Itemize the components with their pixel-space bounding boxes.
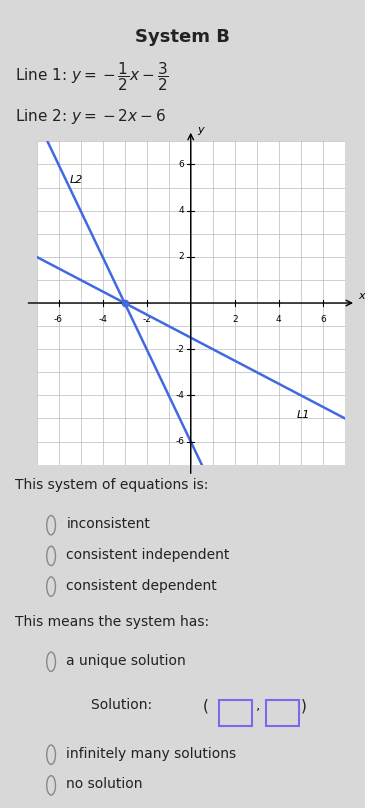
Text: ): ) bbox=[301, 698, 307, 713]
Text: consistent dependent: consistent dependent bbox=[66, 579, 217, 592]
Text: -4: -4 bbox=[98, 314, 107, 323]
Text: 4: 4 bbox=[178, 206, 184, 215]
Text: Line 2: $y=-2x-6$: Line 2: $y=-2x-6$ bbox=[15, 107, 166, 126]
Text: -4: -4 bbox=[175, 391, 184, 400]
Text: a unique solution: a unique solution bbox=[66, 654, 186, 667]
Text: This means the system has:: This means the system has: bbox=[15, 615, 209, 629]
Text: -6: -6 bbox=[175, 437, 184, 446]
Text: 6: 6 bbox=[178, 160, 184, 169]
Text: 4: 4 bbox=[276, 314, 282, 323]
Text: Line 1: $y=-\dfrac{1}{2}x-\dfrac{3}{2}$: Line 1: $y=-\dfrac{1}{2}x-\dfrac{3}{2}$ bbox=[15, 61, 168, 94]
Text: ,: , bbox=[255, 698, 260, 712]
Text: 2: 2 bbox=[232, 314, 238, 323]
Text: 2: 2 bbox=[178, 252, 184, 261]
Text: L1: L1 bbox=[296, 410, 310, 420]
Text: x: x bbox=[358, 291, 365, 301]
Text: inconsistent: inconsistent bbox=[66, 517, 150, 531]
Text: 6: 6 bbox=[320, 314, 326, 323]
Text: -6: -6 bbox=[54, 314, 63, 323]
Text: consistent independent: consistent independent bbox=[66, 548, 230, 562]
Text: no solution: no solution bbox=[66, 777, 143, 791]
Text: System B: System B bbox=[135, 28, 230, 46]
Text: y: y bbox=[197, 125, 204, 135]
Text: This system of equations is:: This system of equations is: bbox=[15, 478, 208, 492]
Text: -2: -2 bbox=[175, 345, 184, 354]
Text: Solution:: Solution: bbox=[91, 698, 161, 712]
Text: (: ( bbox=[203, 698, 208, 713]
Text: -2: -2 bbox=[142, 314, 151, 323]
Text: L2: L2 bbox=[70, 175, 83, 185]
Text: infinitely many solutions: infinitely many solutions bbox=[66, 747, 237, 760]
